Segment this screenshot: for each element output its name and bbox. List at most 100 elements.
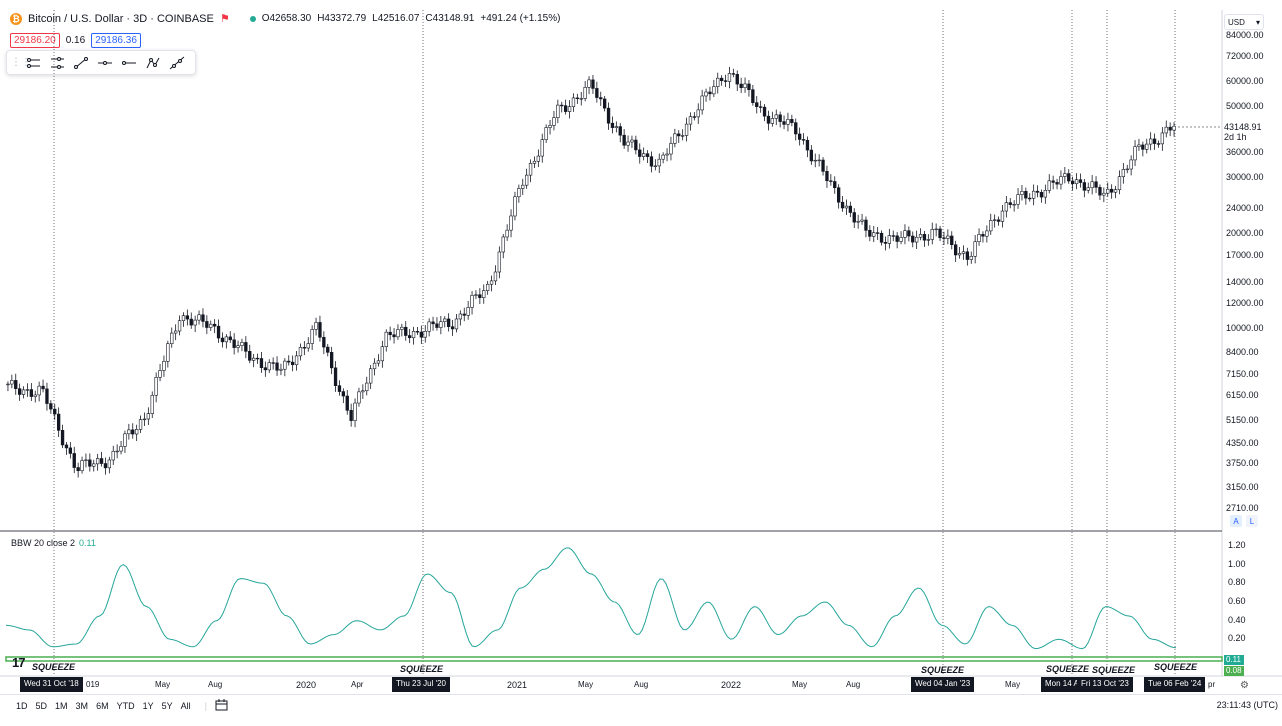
candle-body <box>903 230 907 238</box>
candle-body <box>575 97 580 100</box>
candle-body <box>595 88 599 98</box>
range-1d[interactable]: 1D <box>16 700 28 711</box>
candle-body <box>622 134 626 146</box>
price-tick-label: 6150.00 <box>1226 390 1259 401</box>
scale-buttons: A L <box>1230 515 1258 527</box>
candle-body <box>1051 180 1055 183</box>
bottom-toolbar: 1D 5D 1M 3M 6M YTD 1Y 5Y All | 23:11:43 … <box>0 694 1282 716</box>
trade-panel: 29186.20 0.16 29186.36 <box>10 33 141 48</box>
range-ytd[interactable]: YTD <box>116 700 135 711</box>
candle-body <box>14 380 18 389</box>
candle-body <box>1004 202 1009 212</box>
path-icon[interactable] <box>143 53 163 73</box>
candle-body <box>688 116 693 125</box>
candle-body <box>673 133 677 144</box>
sell-button[interactable]: 29186.20 <box>10 33 60 48</box>
auto-scale-button[interactable]: A <box>1230 515 1242 527</box>
divider: | <box>204 700 207 711</box>
candle-body <box>1125 168 1129 171</box>
candle-body <box>435 323 439 328</box>
candle-body <box>259 358 264 368</box>
candle-body <box>131 429 135 435</box>
candle-body <box>521 184 525 189</box>
candle-body <box>279 368 283 371</box>
range-6m[interactable]: 6M <box>96 700 109 711</box>
candle-body <box>240 342 244 346</box>
candle-body <box>1152 138 1157 144</box>
date-range-icon[interactable] <box>215 698 229 713</box>
range-3m[interactable]: 3M <box>75 700 89 711</box>
candle-body <box>177 320 182 332</box>
drawing-toolbar: ⋮⋮ <box>6 50 196 75</box>
indicator-legend[interactable]: BBW 20 close 2 0.11 <box>11 538 96 548</box>
candle-body <box>875 232 880 234</box>
candle-body <box>1031 190 1036 199</box>
ohlc-change: +491.24 (+1.15%) <box>480 13 561 24</box>
clock-timezone[interactable]: 23:11:43 (UTC) <box>1216 700 1278 710</box>
candle-body <box>201 314 205 322</box>
ray-line-icon[interactable] <box>119 53 139 73</box>
candle-body <box>485 283 490 291</box>
candle-body <box>677 133 681 137</box>
range-1m[interactable]: 1M <box>55 700 68 711</box>
candle-body <box>1067 173 1071 182</box>
candle-body <box>883 242 888 244</box>
candle-body <box>696 109 700 118</box>
trend-line-icon[interactable] <box>71 53 91 73</box>
indicator-tick-label: 0.60 <box>1228 595 1246 606</box>
candle-body <box>1020 191 1024 195</box>
candle-body <box>716 77 720 87</box>
horizontal-line-icon[interactable] <box>95 53 115 73</box>
price-axis[interactable]: 84000.00 72000.00 60000.00 50000.00 36000.00… <box>1222 10 1282 530</box>
candle-body <box>419 331 424 338</box>
range-1y[interactable]: 1Y <box>142 700 154 711</box>
candle-body <box>684 123 689 136</box>
candle-body <box>926 239 931 241</box>
symbol-title[interactable]: Bitcoin / U.S. Dollar · 3D · COINBASE <box>28 12 214 25</box>
time-label: 019 <box>86 680 100 689</box>
price-tick-label: 50000.00 <box>1226 101 1264 112</box>
log-scale-button[interactable]: L <box>1246 515 1258 527</box>
flag-icon[interactable]: ⚑ <box>219 13 230 25</box>
candle-body <box>801 139 806 141</box>
candle-body <box>556 104 560 118</box>
candle-body <box>996 219 1001 222</box>
candle-body <box>212 323 217 327</box>
extended-line-icon[interactable] <box>167 53 187 73</box>
candle-body <box>918 234 923 238</box>
candle-body <box>326 346 330 353</box>
gear-icon[interactable]: ⚙ <box>1240 680 1249 691</box>
candle-body <box>150 394 154 414</box>
candle-body <box>1141 144 1145 150</box>
range-all[interactable]: All <box>180 700 191 711</box>
candle-body <box>349 410 353 421</box>
indicator-name[interactable]: BBW 20 close 2 <box>11 538 76 548</box>
candle-body <box>1086 187 1090 191</box>
squeeze-label: SQUEEZE <box>1046 664 1090 674</box>
time-label: May <box>155 680 171 689</box>
currency-selector[interactable]: USD ▾ <box>1224 14 1264 30</box>
candle-body <box>474 294 478 296</box>
tradingview-logo[interactable]: 17 <box>12 655 26 670</box>
candle-body <box>813 159 817 162</box>
candle-body <box>712 86 716 95</box>
parallel-channel-icon[interactable] <box>47 53 67 73</box>
candle-body <box>591 79 595 89</box>
range-5y[interactable]: 5Y <box>161 700 173 711</box>
candle-body <box>879 232 884 243</box>
candle-body <box>969 256 973 260</box>
candle-body <box>778 114 782 122</box>
candle-body <box>821 159 825 172</box>
candle-body <box>957 253 962 256</box>
price-tick-label: 30000.00 <box>1226 171 1264 182</box>
candle-body <box>1070 180 1075 185</box>
candle-body <box>567 106 572 112</box>
symbol-legend[interactable]: ₿ Bitcoin / U.S. Dollar · 3D · COINBASE … <box>10 12 560 25</box>
buy-button[interactable]: 29186.36 <box>91 33 141 48</box>
candle-body <box>563 105 568 112</box>
range-5d[interactable]: 5D <box>35 700 48 711</box>
time-label: Apr <box>351 680 364 689</box>
horizontal-ray-icon[interactable] <box>23 53 43 73</box>
indicator-tick-label: 1.00 <box>1228 558 1246 569</box>
